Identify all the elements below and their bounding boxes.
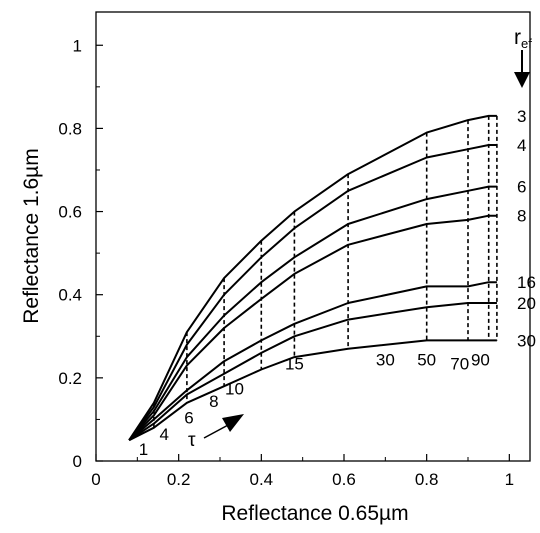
- ref-curve-20: [128, 302, 497, 442]
- ref-curve-label-6: 6: [517, 178, 526, 197]
- y-tick-label: 0: [73, 452, 82, 471]
- tau-legend-arrow-line: [203, 423, 231, 439]
- x-tick-label: 0.6: [332, 470, 356, 489]
- ref-curve-6: [128, 185, 497, 441]
- x-tick-label: 1: [505, 470, 514, 489]
- y-tick-label: 0.4: [58, 286, 82, 305]
- tick-labels: 0 0.2 0.4 0.6 0.8 100.20.40.60.81: [58, 36, 514, 489]
- x-tick-label: 0.4: [250, 470, 274, 489]
- x-axis-title: Reflectance 0.65µm: [221, 502, 408, 525]
- tau-curves: [153, 115, 498, 428]
- curve-labels: 3 4 6 8 16 20 30: [517, 107, 536, 350]
- y-tick-label: 0.2: [58, 369, 82, 388]
- tau-label-50: 50: [417, 350, 436, 369]
- y-tick-label: 1: [73, 36, 82, 55]
- x-tick-label: 0.8: [415, 470, 439, 489]
- tau-label-70: 70: [450, 355, 469, 374]
- tau-label-8: 8: [209, 392, 218, 411]
- y-tick-label: 0.8: [58, 119, 82, 138]
- ref-legend: ref: [514, 26, 532, 88]
- ref-legend-arrowhead: [514, 72, 530, 88]
- ref-curve-label-16: 16: [517, 273, 536, 292]
- ref-curve-30: [128, 339, 497, 442]
- tau-label-1: 1: [139, 440, 148, 459]
- tau-label-10: 10: [225, 379, 244, 398]
- ref-curve-label-20: 20: [517, 294, 536, 313]
- svg-text:ref: ref: [514, 26, 532, 51]
- tau-label-30: 30: [376, 350, 395, 369]
- tau-label-15: 15: [285, 355, 304, 374]
- x-tick-label: 0: [91, 470, 100, 489]
- tau-label-90: 90: [471, 350, 490, 369]
- tau-legend-label: τ: [188, 430, 196, 451]
- plot-frame: [95, 11, 531, 462]
- tau-legend-arrowhead: [222, 414, 244, 432]
- ref-curves: [128, 114, 497, 442]
- ref-curve-label-30: 30: [517, 331, 536, 350]
- ref-curve-label-8: 8: [517, 207, 526, 226]
- y-axis-title: Reflectance 1.6µm: [20, 148, 43, 324]
- ref-curve-label-4: 4: [517, 136, 526, 155]
- x-tick-label: 0.2: [167, 470, 191, 489]
- tau-label-4: 4: [159, 425, 168, 444]
- tau-legend: τ: [188, 414, 244, 451]
- ref-legend-subscript: ef: [521, 36, 532, 51]
- ref-legend-label: r: [514, 26, 521, 49]
- ref-curve-label-3: 3: [517, 107, 526, 126]
- ref-curve-8: [128, 214, 497, 441]
- y-tick-label: 0.6: [58, 203, 82, 222]
- axes: [95, 11, 531, 462]
- tau-label-6: 6: [184, 409, 193, 428]
